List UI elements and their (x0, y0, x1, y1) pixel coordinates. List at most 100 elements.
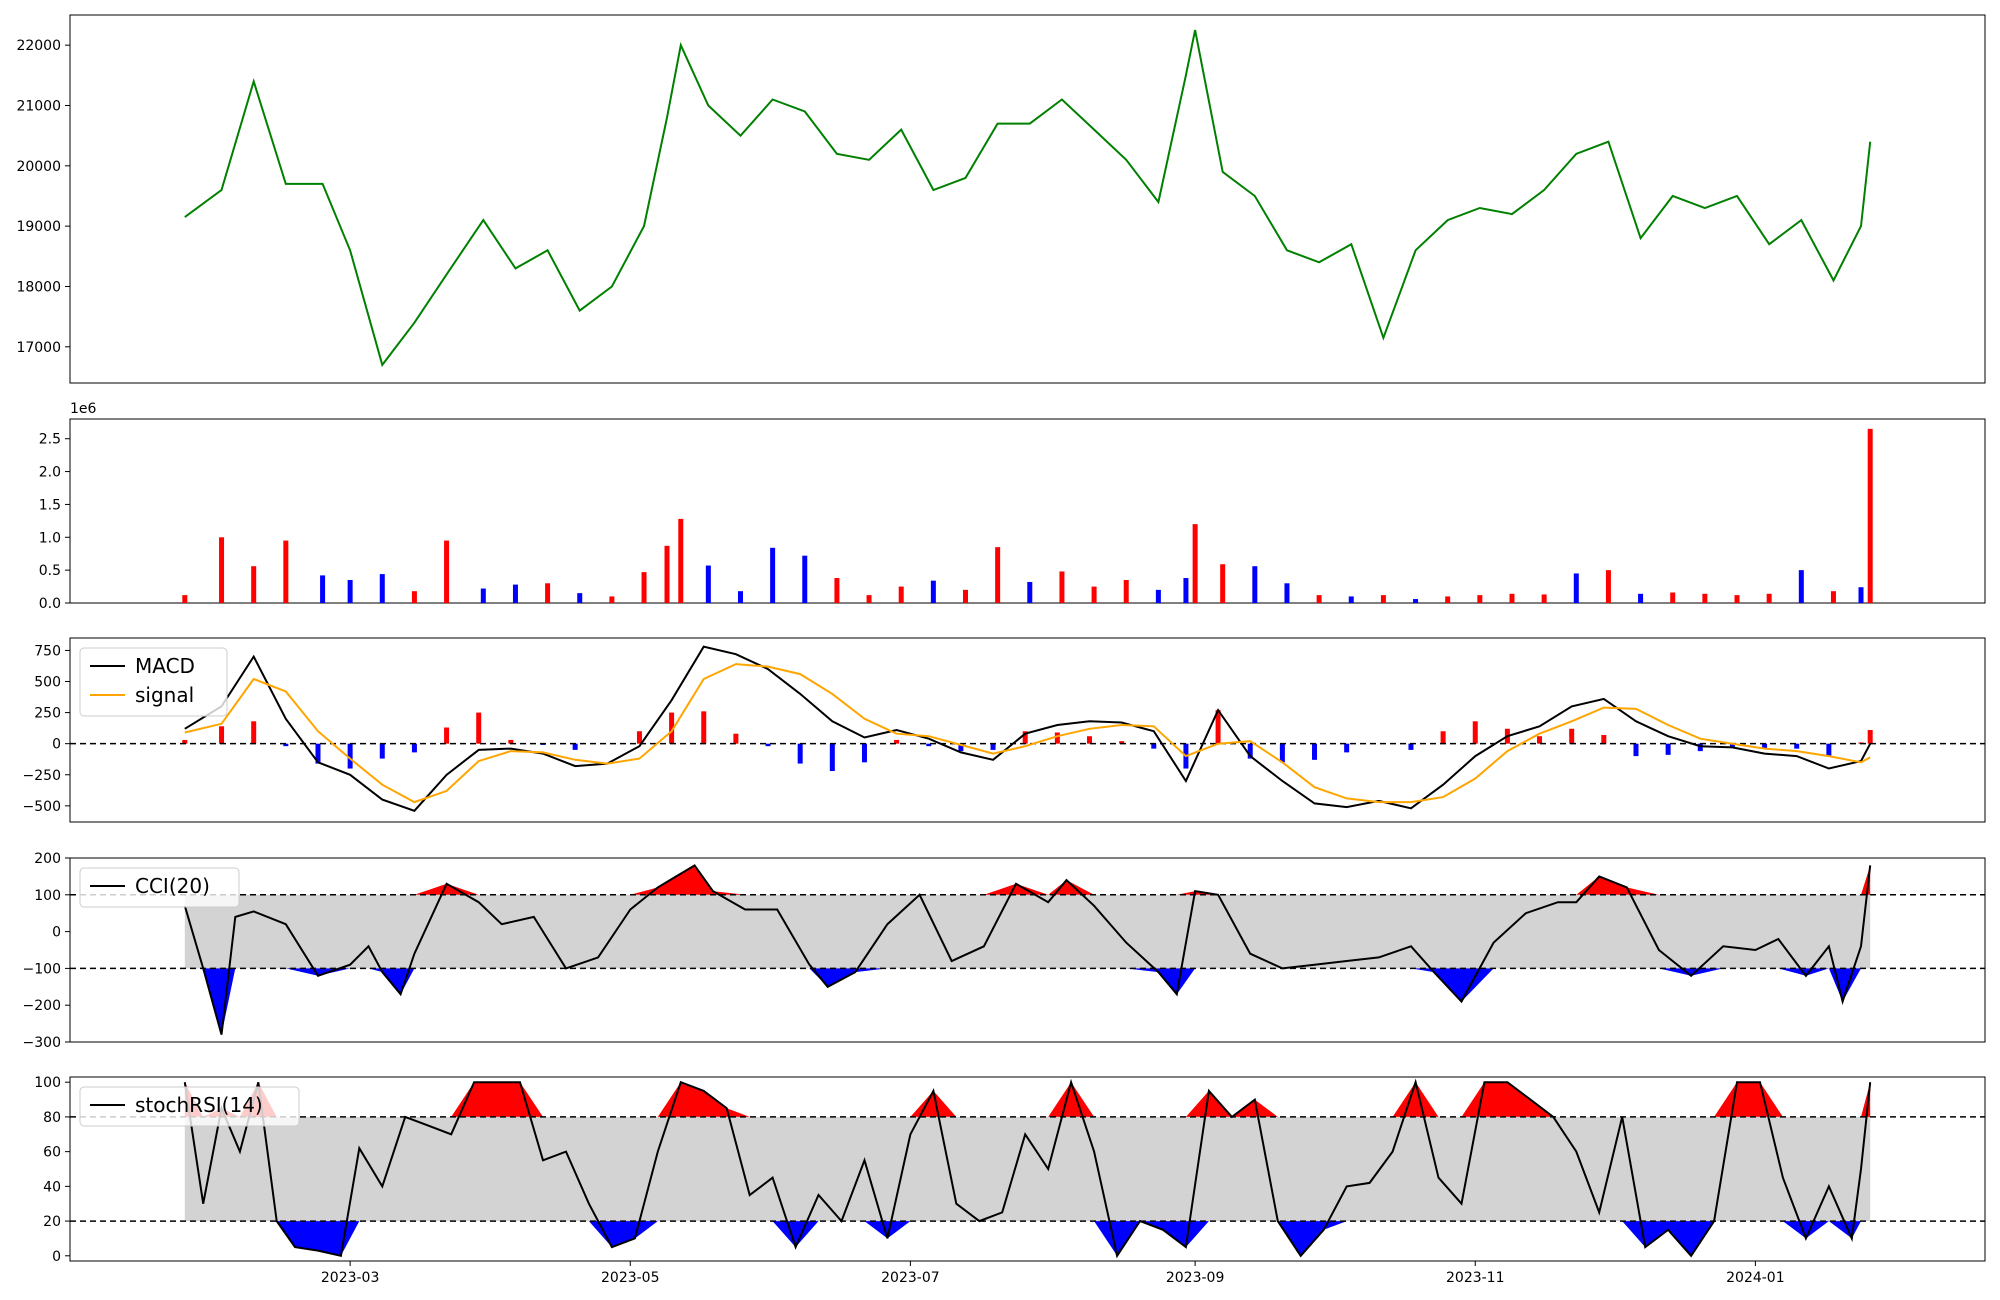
macd-histogram-bar (669, 712, 675, 744)
price-panel: 17000 18000 19000 20000 21000 22000 (16, 14, 1986, 384)
macd-histogram-bar (444, 727, 450, 744)
macd-histogram-bar (379, 743, 385, 759)
macd-ytick-label: −250 (23, 768, 61, 784)
macd-histogram-bar (1408, 743, 1414, 750)
volume-bar (664, 545, 670, 603)
stochrsi-legend (79, 1086, 300, 1127)
macd-histogram-bar (1279, 743, 1285, 763)
macd-macd-line (184, 645, 1872, 812)
macd-histogram-bar (1794, 743, 1800, 749)
volume-bar (930, 580, 936, 603)
macd-histogram-bar (476, 712, 482, 744)
macd-histogram-bar (1762, 743, 1768, 749)
volume-bar (512, 584, 518, 603)
macd-histogram-bar (829, 743, 835, 772)
macd-histogram-bar (1151, 743, 1157, 749)
price-axes-frame (69, 14, 1986, 384)
macd-ytick-label: 0 (52, 737, 61, 753)
volume-bar (251, 566, 257, 603)
macd-signal-line (184, 663, 1871, 804)
volume-bar (1252, 566, 1258, 603)
volume-bar (1509, 593, 1515, 603)
stochrsi-ytick-label: 100 (34, 1075, 61, 1091)
macd-histogram-bar (1119, 741, 1125, 744)
volume-bar (770, 547, 776, 603)
stochrsi-oversold-fill (184, 1221, 1871, 1256)
volume-bar (1413, 599, 1419, 603)
volume-ytick-label: 1.0 (39, 530, 61, 546)
cci-ytick-label: 0 (52, 925, 61, 941)
macd-histogram-bar (1440, 731, 1446, 744)
cci-ytick-label: 100 (34, 888, 61, 904)
x-tick-label: 2023-05 (601, 1270, 660, 1286)
macd-ytick-label: 750 (34, 643, 61, 659)
volume-bar (1123, 580, 1129, 603)
volume-bar (1192, 524, 1198, 603)
macd-histogram-bar (861, 743, 867, 763)
volume-bar (1702, 593, 1708, 603)
macd-histogram-bar (1472, 721, 1478, 744)
macd-histogram-bar (315, 743, 321, 764)
stochrsi-overbought-fill (184, 1082, 1871, 1117)
volume-bar (1766, 593, 1772, 603)
stochrsi-ytick-label: 80 (43, 1110, 61, 1126)
macd-histogram-bar (894, 739, 900, 744)
volume-bar (898, 586, 904, 603)
volume-axes-frame (69, 418, 1986, 604)
stochrsi-legend-label: stochRSI(14) (135, 1093, 263, 1117)
volume-ytick-label: 2.0 (39, 465, 61, 481)
macd-axes-frame (69, 637, 1986, 823)
volume-bar (737, 591, 743, 603)
volume-ytick-label: 1.5 (39, 497, 61, 513)
volume-bar (411, 591, 417, 603)
volume-bar (1734, 595, 1740, 603)
volume-bar (1059, 571, 1065, 603)
volume-bar (1573, 573, 1579, 603)
stochrsi-ytick-label: 0 (52, 1249, 61, 1265)
volume-bar (1027, 581, 1033, 603)
macd-histogram-bar (347, 743, 353, 769)
volume-bar (347, 580, 353, 603)
macd-histogram-bar (283, 743, 289, 747)
volume-bar (609, 596, 615, 603)
volume-bar (1605, 570, 1611, 603)
price-ytick-label: 22000 (16, 38, 61, 54)
macd-legend-label: signal (135, 683, 194, 707)
volume-bar (1091, 586, 1097, 603)
volume-bar (283, 540, 289, 603)
macd-histogram-bar (701, 711, 707, 744)
macd-histogram-bar (508, 739, 514, 744)
price-ytick-label: 17000 (16, 340, 61, 356)
volume-bar (1477, 595, 1483, 603)
macd-histogram-bar (765, 743, 771, 747)
macd-histogram-bar (251, 721, 257, 744)
macd-histogram-bar (1312, 743, 1318, 760)
volume-bar (480, 588, 486, 603)
volume-bar (802, 555, 808, 603)
volume-ytick-label: 2.5 (39, 432, 61, 448)
volume-bar (1155, 589, 1161, 603)
macd-histogram-bar (1086, 736, 1092, 744)
volume-bar (1670, 592, 1676, 603)
volume-bar (1830, 591, 1836, 603)
macd-histogram-bar (1569, 728, 1575, 744)
macd-histogram-bar (1697, 743, 1703, 752)
stochrsi-ytick-label: 60 (43, 1145, 61, 1161)
volume-bar (1183, 578, 1189, 603)
volume-bar (379, 574, 385, 603)
volume-bar (963, 589, 969, 603)
volume-bar (1445, 596, 1451, 603)
macd-histogram-bar (1867, 730, 1873, 744)
volume-bar (641, 572, 647, 603)
macd-histogram-bar (1054, 732, 1060, 744)
volume-bar (182, 595, 188, 603)
cci-ytick-label: −200 (23, 998, 61, 1014)
volume-bar (834, 578, 840, 603)
volume-bar (678, 518, 684, 603)
macd-legend-label: MACD (135, 654, 195, 678)
macd-histogram-bar (1826, 743, 1832, 757)
cci-axes-frame (69, 857, 1986, 1043)
macd-histogram-bar (1344, 743, 1350, 753)
cci-oversold-fill (184, 968, 1871, 1035)
